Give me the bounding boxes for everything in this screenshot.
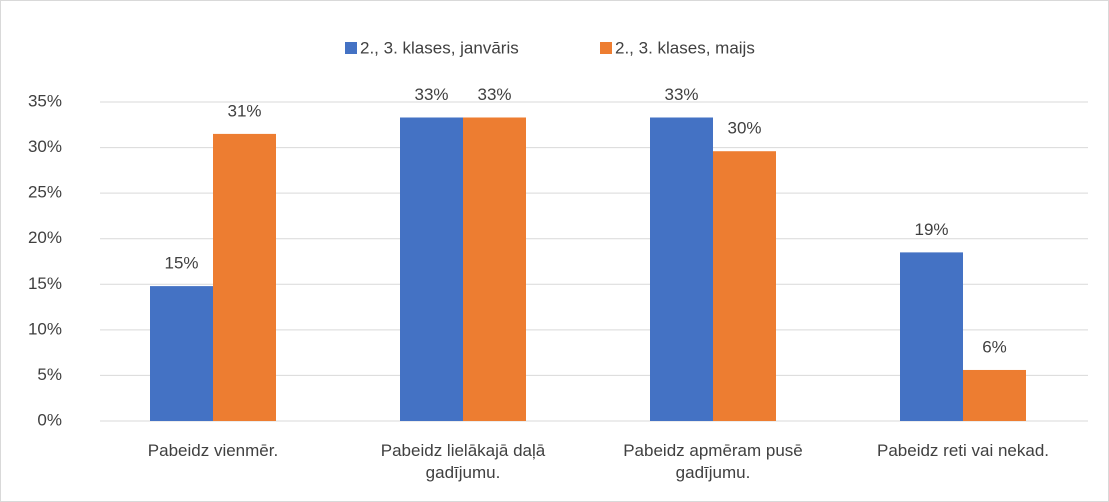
- bar: [150, 286, 213, 421]
- legend-label: 2., 3. klases, maijs: [615, 38, 755, 57]
- bar: [963, 369, 1026, 421]
- x-tick-label: Pabeidz apmēram pusē gadījumu.: [623, 441, 803, 482]
- y-tick-label: 30%: [28, 137, 62, 156]
- data-label: 31%: [227, 101, 261, 120]
- data-label: 15%: [164, 254, 198, 273]
- y-tick-label: 20%: [28, 228, 62, 247]
- bar: [713, 151, 776, 421]
- legend-swatch: [345, 42, 357, 54]
- y-tick-label: 10%: [28, 319, 62, 338]
- x-tick-label: Pabeidz reti vai nekad.: [877, 441, 1049, 460]
- x-tick-label: Pabeidz vienmēr.: [147, 441, 279, 460]
- data-label: 19%: [914, 220, 948, 239]
- bar: [400, 117, 463, 421]
- legend-swatch: [600, 42, 612, 54]
- data-label: 30%: [727, 119, 761, 138]
- y-tick-label: 5%: [37, 365, 62, 384]
- legend-label: 2., 3. klases, janvāris: [360, 38, 519, 57]
- bar: [213, 133, 276, 421]
- bar: [900, 252, 963, 421]
- data-label: 33%: [414, 85, 448, 104]
- data-label: 33%: [664, 85, 698, 104]
- data-label: 33%: [477, 85, 511, 104]
- x-tick-label: Pabeidz lielākajā daļā gadījumu.: [380, 441, 546, 482]
- y-tick-label: 0%: [37, 410, 62, 429]
- data-label: 6%: [982, 337, 1007, 356]
- bar: [650, 117, 713, 421]
- bar: [463, 117, 526, 421]
- y-tick-label: 15%: [28, 274, 62, 293]
- y-tick-label: 35%: [28, 91, 62, 110]
- y-tick-label: 25%: [28, 183, 62, 202]
